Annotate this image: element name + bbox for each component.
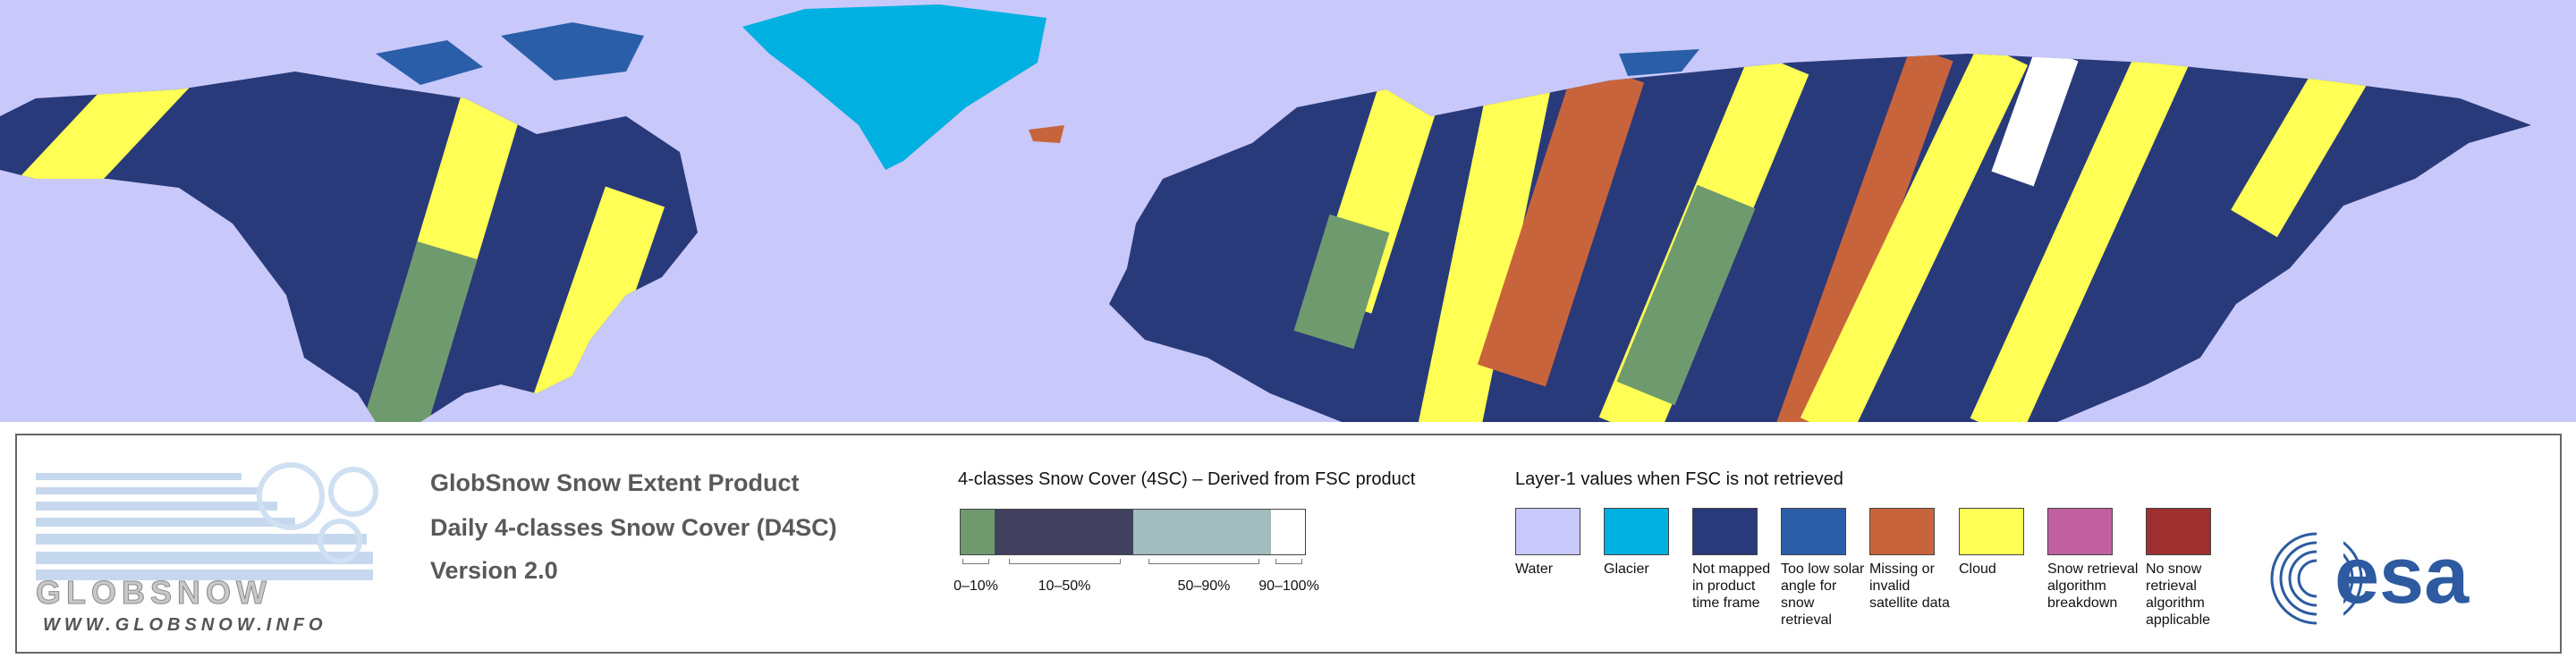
version: Version 2.0 [430, 557, 558, 584]
class-bracket [962, 559, 989, 564]
logo-name: GLOBSNOW [36, 574, 272, 611]
legend-layer1-title: Layer-1 values when FSC is not retrieved [1515, 469, 1843, 489]
title: GlobSnow Snow Extent Product [430, 469, 800, 496]
class-label: 50–90% [1177, 578, 1231, 594]
layer1-swatch [1959, 508, 2024, 555]
layer1-swatch [1515, 508, 1580, 555]
class-label: 90–100% [1258, 578, 1319, 594]
layer1-label: No snow retrieval algorithm applicable [2146, 561, 2211, 628]
logo-url: WWW.GLOBSNOW.INFO [43, 615, 327, 635]
layer1-label: Cloud [1959, 561, 1996, 577]
subtitle: Daily 4-classes Snow Cover (D4SC) [430, 514, 837, 541]
layer1-swatch [2146, 508, 2211, 555]
greenland [742, 4, 1046, 170]
class-swatch [961, 510, 995, 554]
layer1-label: Missing or invalid satellite data [1869, 561, 1950, 611]
class-label: 10–50% [1038, 578, 1091, 594]
layer1-label: Water [1515, 561, 1554, 577]
layer1-swatch [1604, 508, 1669, 555]
esa-logo: esa [2270, 529, 2470, 628]
class-swatch [995, 510, 1133, 554]
class-bracket [1008, 559, 1121, 564]
layer1-label: Glacier [1604, 561, 1649, 577]
esa-text: esa [2334, 531, 2470, 621]
layer1-label: Too low solar angle for snow retrieval [1781, 561, 1865, 628]
legend-box [15, 434, 2562, 654]
class-swatch [1133, 510, 1271, 554]
class-swatch [1271, 510, 1305, 554]
class-bracket [1275, 559, 1302, 564]
class-bracket [1148, 559, 1259, 564]
iceland [1029, 125, 1064, 143]
globsnow-logo: GLOBSNOW WWW.GLOBSNOW.INFO [36, 462, 378, 635]
layer1-label: Not mapped in product time frame [1692, 561, 1771, 611]
class-bar [960, 509, 1306, 555]
snow-map [0, 0, 2576, 422]
legend-4sc-title: 4-classes Snow Cover (4SC) – Derived fro… [958, 469, 1416, 489]
layer1-label: Snow retrieval algorithm breakdown [2047, 561, 2139, 611]
layer1-swatch [2047, 508, 2113, 555]
layer1-swatch [1781, 508, 1846, 555]
layer1-swatch [1869, 508, 1935, 555]
layer1-swatch [1692, 508, 1758, 555]
class-label: 0–10% [953, 578, 998, 594]
